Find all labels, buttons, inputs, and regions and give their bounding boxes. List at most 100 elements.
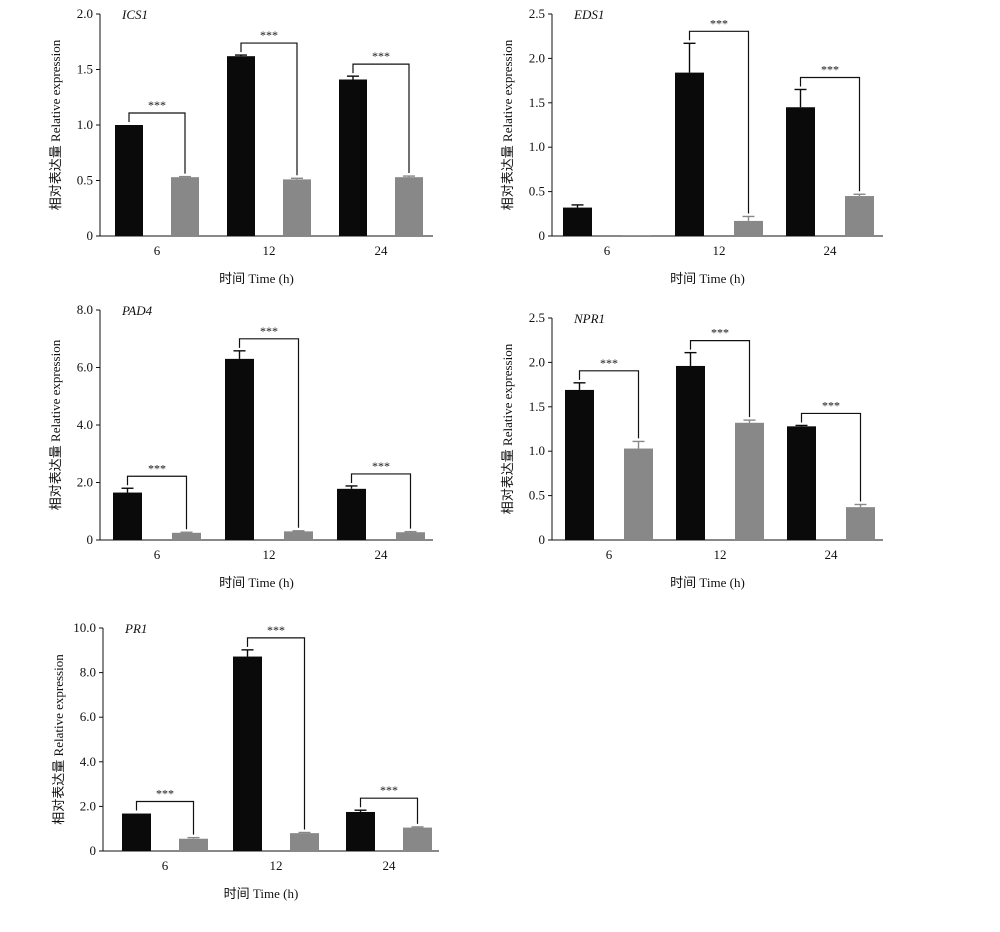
bar-12h-series-1 (227, 56, 255, 237)
significance-bracket (128, 112, 186, 174)
bar-6h-series-1 (563, 207, 592, 236)
y-tick-label: 6.0 (77, 360, 93, 375)
x-tick-label: 12 (263, 547, 276, 562)
y-axis-label: 相对表达量 Relative expression (51, 654, 66, 825)
y-tick-label: 0 (87, 228, 94, 243)
significance-label: *** (260, 324, 278, 338)
significance-label: *** (380, 783, 398, 797)
x-axis-label: 时间 Time (h) (670, 271, 745, 286)
significance-bracket (238, 338, 300, 528)
x-tick-label: 12 (263, 243, 276, 258)
significance-label: *** (267, 623, 285, 637)
bar-6h-series-1 (122, 813, 151, 851)
y-axis-label: 相对表达量 Relative expression (500, 39, 515, 210)
x-axis-label: 时间 Time (h) (670, 575, 745, 590)
x-tick-label: 6 (162, 858, 169, 873)
x-tick-label: 12 (713, 243, 726, 258)
significance-label: *** (711, 326, 729, 340)
bar-12h-series-2 (284, 531, 313, 540)
bar-24h-series-1 (346, 811, 375, 851)
bar-6h-series-2 (622, 235, 651, 236)
significance-bracket (246, 637, 306, 830)
y-tick-label: 1.5 (77, 62, 93, 77)
bar-6h-series-2 (171, 177, 199, 236)
bar-6h-series-1 (113, 492, 142, 540)
significance-label: *** (822, 398, 840, 412)
x-tick-label: 6 (604, 243, 611, 258)
significance-bracket (578, 370, 640, 439)
bar-24h-series-1 (786, 107, 815, 237)
gene-title: NPR1 (573, 311, 605, 326)
bar-12h-series-1 (675, 72, 704, 236)
gene-title: PAD4 (121, 303, 153, 318)
significance-bracket (135, 800, 195, 835)
significance-bracket (350, 473, 412, 529)
significance-bracket (352, 63, 410, 174)
significance-label: *** (600, 356, 618, 370)
y-tick-label: 0 (90, 843, 97, 858)
x-tick-label: 24 (375, 547, 389, 562)
bar-24h-series-1 (337, 488, 366, 540)
y-tick-label: 1.0 (529, 443, 545, 458)
bar-24h-series-2 (403, 827, 432, 851)
y-tick-label: 10.0 (73, 620, 96, 635)
chart-pr1: 0 2.0 4.0 6.0 8.0 10.0 *** 6 *** 12 *** 24 PR1 时间 Tim… (51, 620, 439, 901)
significance-bracket (800, 412, 862, 502)
bar-12h-series-1 (233, 656, 262, 851)
x-axis-label: 时间 Time (h) (224, 886, 299, 901)
y-tick-label: 0 (539, 228, 546, 243)
y-tick-label: 0.5 (77, 173, 93, 188)
x-tick-label: 6 (154, 547, 161, 562)
significance-label: *** (148, 461, 166, 475)
chart-eds1: 0 0.5 1.0 1.5 2.0 2.5 6 *** 12 *** 24 EDS1 时间 Time (… (500, 6, 883, 286)
significance-label: *** (710, 16, 728, 30)
gene-title: PR1 (124, 621, 147, 636)
gene-title: EDS1 (573, 7, 604, 22)
bar-24h-series-2 (845, 196, 874, 236)
y-tick-label: 1.0 (529, 139, 545, 154)
y-tick-label: 2.0 (77, 6, 93, 21)
bar-12h-series-2 (283, 179, 311, 236)
gene-title: ICS1 (121, 7, 148, 22)
x-tick-label: 6 (606, 547, 613, 562)
bar-6h-series-1 (115, 125, 143, 236)
bar-6h-series-2 (179, 838, 208, 851)
y-axis-label: 相对表达量 Relative expression (48, 39, 63, 210)
significance-bracket (240, 42, 298, 176)
bar-12h-series-1 (225, 358, 254, 540)
chart-pad4: 0 2.0 4.0 6.0 8.0 *** 6 *** 12 *** 24 PAD4 时间 Time (… (48, 302, 433, 590)
y-tick-label: 8.0 (77, 302, 93, 317)
bar-12h-series-2 (734, 220, 763, 236)
y-tick-label: 1.5 (529, 399, 545, 414)
bar-6h-series-2 (624, 448, 653, 540)
x-tick-label: 12 (270, 858, 283, 873)
bar-24h-series-1 (339, 79, 367, 237)
bar-24h-series-2 (396, 532, 425, 540)
bar-6h-series-2 (172, 532, 201, 540)
y-tick-label: 2.5 (529, 310, 545, 325)
significance-label: *** (372, 49, 390, 63)
y-tick-label: 8.0 (80, 665, 96, 680)
x-tick-label: 24 (375, 243, 389, 258)
y-tick-label: 0.5 (529, 184, 545, 199)
significance-bracket (689, 340, 751, 418)
x-tick-label: 6 (154, 243, 161, 258)
x-axis-label: 时间 Time (h) (219, 271, 294, 286)
bar-6h-series-1 (565, 389, 594, 540)
y-tick-label: 1.0 (77, 117, 93, 132)
bar-24h-series-1 (787, 426, 816, 540)
y-tick-label: 2.0 (529, 50, 545, 65)
y-tick-label: 0.5 (529, 488, 545, 503)
chart-npr1: 0 0.5 1.0 1.5 2.0 2.5 *** 6 *** 12 *** 24 NPR1 时间 Tim… (500, 310, 883, 590)
significance-label: *** (148, 98, 166, 112)
x-tick-label: 12 (714, 547, 727, 562)
y-tick-label: 6.0 (80, 709, 96, 724)
y-tick-label: 2.0 (80, 798, 96, 813)
y-tick-label: 2.0 (77, 475, 93, 490)
significance-bracket (126, 475, 188, 530)
significance-label: *** (821, 62, 839, 76)
x-tick-label: 24 (383, 858, 397, 873)
y-tick-label: 1.5 (529, 95, 545, 110)
x-tick-label: 24 (825, 547, 839, 562)
